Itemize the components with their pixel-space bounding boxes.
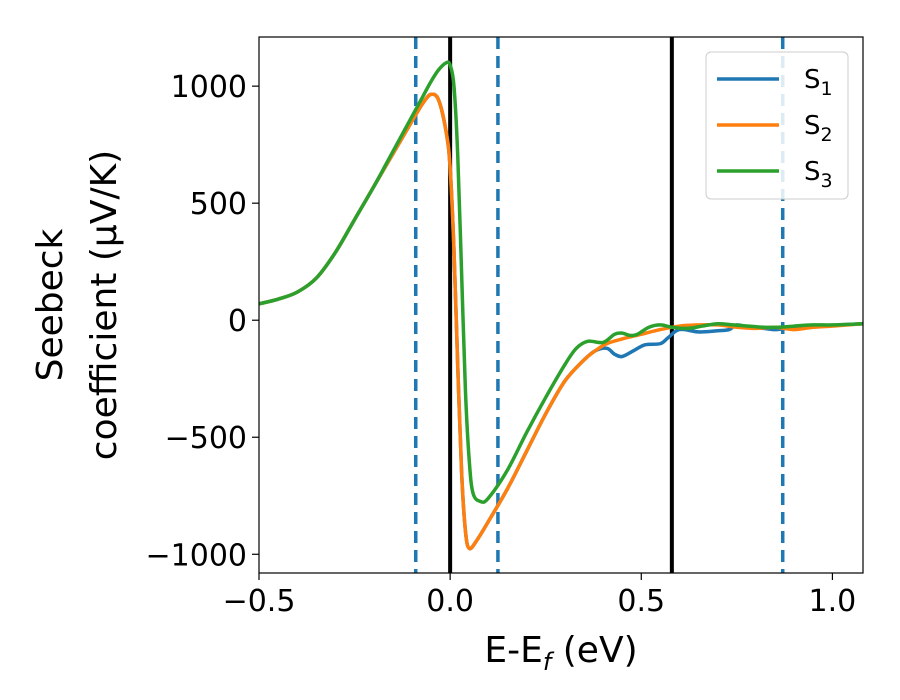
y-tick-label: 0 — [228, 304, 247, 339]
series-lines — [259, 60, 863, 551]
x-axis-ticks: −0.5 0.0 0.5 1.0 — [223, 573, 857, 619]
y-tick-label: 500 — [190, 187, 247, 222]
series-line-3 — [259, 60, 863, 504]
y-tick-label: −500 — [165, 421, 247, 456]
x-tick-label: 1.0 — [809, 584, 857, 619]
plot-frame — [258, 36, 864, 574]
x-tick-label: −0.5 — [223, 584, 296, 619]
y-tick-label: −1000 — [146, 538, 247, 573]
y-axis-title-line2: coefficient (μV/K) — [84, 150, 125, 460]
legend: S1 S2 S3 — [705, 51, 849, 200]
x-axis-title-unit: (eV) — [551, 630, 637, 671]
x-tick-label: 0.5 — [617, 584, 665, 619]
y-axis-ticks: −1000 −500 0 500 1000 — [146, 70, 259, 573]
legend-label-3: S3 — [804, 157, 833, 192]
legend-label-1: S1 — [804, 65, 833, 100]
legend-label-2: S2 — [804, 111, 833, 146]
x-axis-title: E-Ef (eV) — [484, 630, 637, 676]
x-tick-label: 0.0 — [426, 584, 474, 619]
y-tick-label: 1000 — [171, 70, 247, 105]
y-axis-title-line1: Seebeck — [30, 228, 71, 381]
